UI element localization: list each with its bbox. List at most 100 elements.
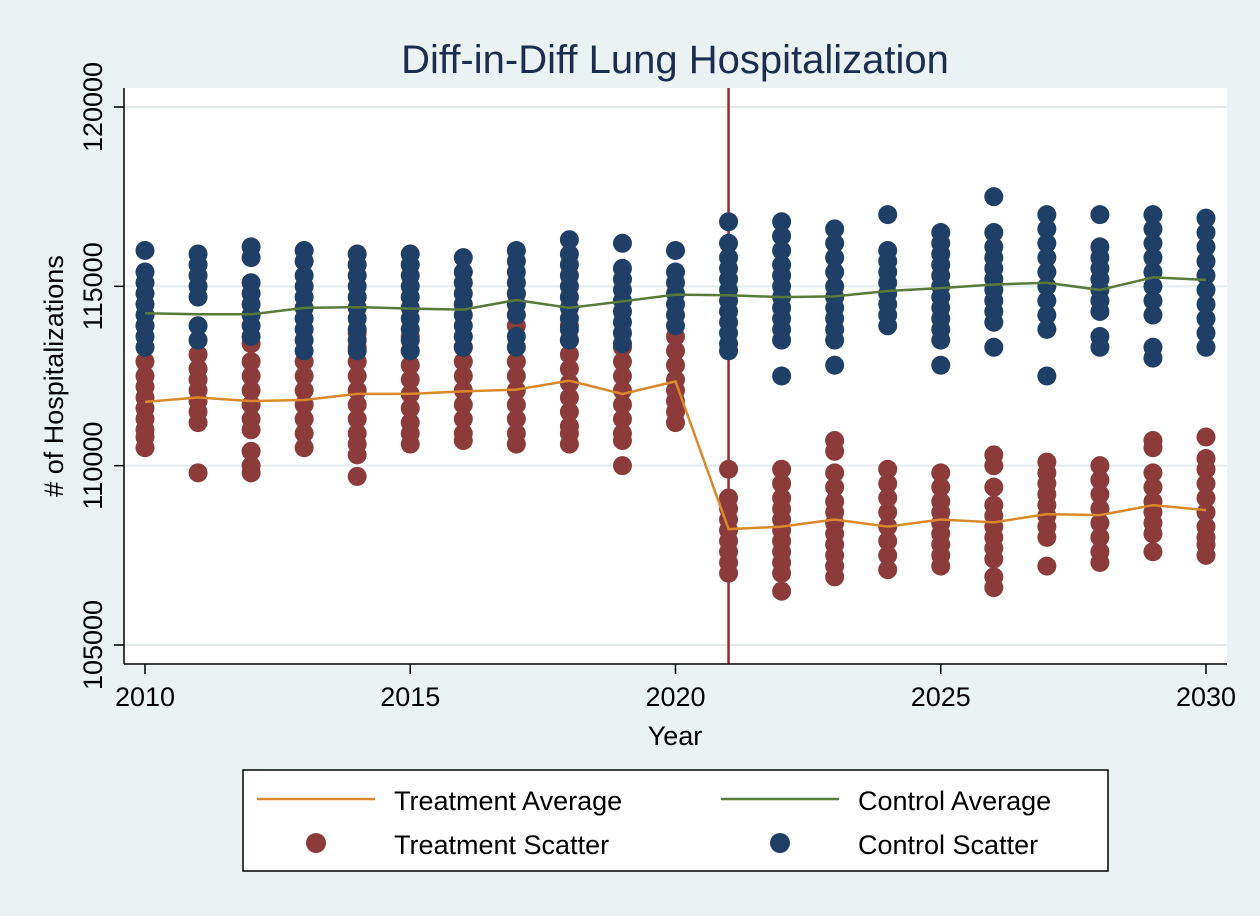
treatment-point <box>241 420 261 440</box>
treatment-point <box>612 352 632 372</box>
treatment-point <box>1196 474 1216 494</box>
treatment-point <box>453 352 473 372</box>
control-point <box>188 330 208 350</box>
axes: 2010 2015 2020 2025 2030 105000 110000 115000 12… <box>78 62 1236 712</box>
control-point <box>135 240 155 260</box>
treatment-point <box>878 488 898 508</box>
treatment-point <box>931 556 951 576</box>
treatment-point <box>825 441 845 461</box>
control-point <box>241 327 261 347</box>
control-point <box>772 366 792 386</box>
y-tick-label: 120000 <box>78 62 108 152</box>
average-lines <box>144 276 1207 531</box>
control-point <box>1090 337 1110 357</box>
control-point <box>1037 276 1057 296</box>
treatment-point <box>1196 545 1216 565</box>
control-point <box>188 287 208 307</box>
treatment-point <box>1196 502 1216 522</box>
control-point <box>453 337 473 357</box>
treatment-point <box>1143 477 1163 497</box>
control-point <box>400 341 420 361</box>
x-tick-label: 2025 <box>911 682 971 712</box>
control-point <box>1196 294 1216 314</box>
treatment-point <box>825 477 845 497</box>
control-point <box>294 341 314 361</box>
legend-box <box>242 769 1109 872</box>
treatment-point <box>1090 513 1110 533</box>
control-point <box>666 240 685 260</box>
treatment-point <box>984 456 1004 476</box>
control-point <box>719 233 739 253</box>
control-point <box>559 230 579 250</box>
treatment-point <box>559 359 579 379</box>
treatment-point <box>666 341 685 361</box>
control-point <box>1037 233 1057 253</box>
treatment-point <box>1090 527 1110 547</box>
y-axis-title: # of Hospitalizations <box>39 255 69 497</box>
treatment-point <box>453 395 473 415</box>
treatment-point <box>506 366 526 386</box>
treatment-point <box>347 466 367 486</box>
treatment-point <box>347 395 367 415</box>
control-point <box>188 316 208 336</box>
treatment-point <box>772 459 792 479</box>
control-point <box>1037 291 1057 311</box>
treatment-point <box>719 459 739 479</box>
treatment-point <box>559 434 579 454</box>
treatment-point <box>825 567 845 587</box>
treatment-point <box>612 366 632 386</box>
control-point <box>825 330 845 350</box>
treatment-point <box>1143 524 1163 544</box>
control-point <box>931 355 951 375</box>
treatment-point <box>1090 470 1110 490</box>
treatment-point <box>1143 542 1163 562</box>
control-point <box>612 233 632 253</box>
treatment-point <box>241 380 261 400</box>
control-point <box>878 205 898 225</box>
x-tick-label: 2030 <box>1176 682 1236 712</box>
treatment-point <box>825 463 845 483</box>
legend-swatch-treatment-scatter <box>306 833 326 853</box>
control-scatter-group <box>135 187 1216 386</box>
control-point <box>772 212 792 232</box>
chart-title: Diff-in-Diff Lung Hospitalization <box>401 38 949 82</box>
control-point <box>984 312 1004 332</box>
control-point <box>1196 309 1216 329</box>
treatment-point <box>772 474 792 494</box>
control-point <box>241 248 261 268</box>
treatment-point <box>453 431 473 451</box>
control-point <box>825 355 845 375</box>
control-point <box>1037 366 1057 386</box>
treatment-point <box>878 502 898 522</box>
treatment-point <box>878 459 898 479</box>
control-point <box>719 341 739 361</box>
treatment-point <box>1143 438 1163 458</box>
treatment-point <box>1196 488 1216 508</box>
control-point <box>1037 305 1057 325</box>
treatment-point <box>1196 459 1216 479</box>
control-point <box>1037 319 1057 339</box>
y-tick-label: 115000 <box>78 242 108 330</box>
treatment-point <box>878 474 898 494</box>
control-point <box>135 337 155 357</box>
control-point <box>719 212 739 232</box>
y-tick-label: 105000 <box>78 600 108 690</box>
treatment-point <box>400 355 420 375</box>
treatment-point <box>453 409 473 429</box>
treatment-point <box>506 352 526 372</box>
legend-label-control-scatter: Control Scatter <box>858 830 1038 860</box>
y-tick-label: 110000 <box>78 422 108 510</box>
x-axis-title: Year <box>648 721 703 751</box>
treatment-point <box>294 423 314 443</box>
control-point <box>1143 305 1163 325</box>
control-point <box>1143 291 1163 311</box>
treatment-point <box>559 402 579 422</box>
control-average-line <box>144 276 1207 316</box>
treatment-point <box>559 344 579 364</box>
treatment-point <box>294 438 314 458</box>
control-point <box>772 330 792 350</box>
treatment-point <box>772 581 792 601</box>
treatment-point <box>453 366 473 386</box>
treatment-point <box>241 441 261 461</box>
